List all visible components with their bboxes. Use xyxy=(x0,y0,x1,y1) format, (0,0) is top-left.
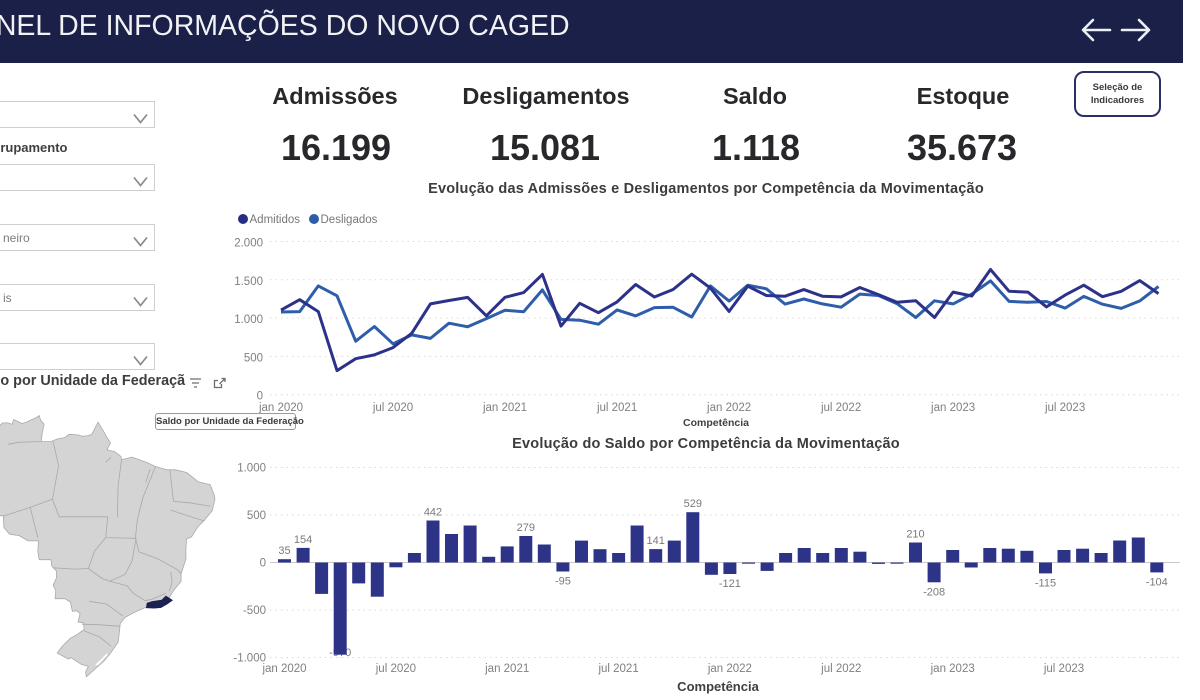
svg-text:-115: -115 xyxy=(1035,577,1056,589)
svg-text:jan 2023: jan 2023 xyxy=(930,663,975,675)
svg-text:141: 141 xyxy=(647,535,665,547)
svg-text:1.500: 1.500 xyxy=(234,276,263,288)
svg-text:jul 2021: jul 2021 xyxy=(596,402,637,414)
svg-text:jan 2020: jan 2020 xyxy=(258,402,303,414)
svg-text:0: 0 xyxy=(257,391,263,403)
svg-text:35: 35 xyxy=(278,545,290,557)
svg-text:jan 2022: jan 2022 xyxy=(706,402,751,414)
svg-text:jul 2023: jul 2023 xyxy=(1043,663,1084,675)
svg-text:jan 2022: jan 2022 xyxy=(707,663,752,675)
svg-text:-121: -121 xyxy=(719,578,741,590)
svg-text:jan 2023: jan 2023 xyxy=(930,402,975,414)
svg-text:500: 500 xyxy=(244,352,263,364)
svg-text:jan 2021: jan 2021 xyxy=(482,402,527,414)
svg-text:Admitidos: Admitidos xyxy=(250,214,301,226)
svg-text:529: 529 xyxy=(684,498,702,510)
svg-text:jan 2020: jan 2020 xyxy=(261,663,306,675)
svg-text:jul 2022: jul 2022 xyxy=(820,663,861,675)
svg-text:jul 2023: jul 2023 xyxy=(1044,402,1085,414)
svg-text:jan 2021: jan 2021 xyxy=(484,663,529,675)
svg-text:442: 442 xyxy=(424,507,442,519)
svg-text:0: 0 xyxy=(260,558,266,570)
svg-text:210: 210 xyxy=(906,529,924,541)
svg-text:1.000: 1.000 xyxy=(237,463,266,475)
svg-text:-95: -95 xyxy=(555,576,571,588)
svg-text:jul 2021: jul 2021 xyxy=(597,663,638,675)
svg-text:jul 2020: jul 2020 xyxy=(372,402,413,414)
svg-text:-500: -500 xyxy=(243,605,266,617)
svg-text:154: 154 xyxy=(294,534,312,546)
svg-text:-1.000: -1.000 xyxy=(233,653,266,665)
svg-text:2.000: 2.000 xyxy=(234,238,263,250)
svg-text:jul 2022: jul 2022 xyxy=(820,402,861,414)
svg-text:-208: -208 xyxy=(923,586,945,598)
svg-text:Desligados: Desligados xyxy=(321,214,378,226)
svg-text:-104: -104 xyxy=(1146,576,1168,588)
svg-text:500: 500 xyxy=(247,510,266,522)
svg-text:279: 279 xyxy=(517,522,535,534)
svg-text:jul 2020: jul 2020 xyxy=(375,663,416,675)
svg-text:1.000: 1.000 xyxy=(234,314,263,326)
